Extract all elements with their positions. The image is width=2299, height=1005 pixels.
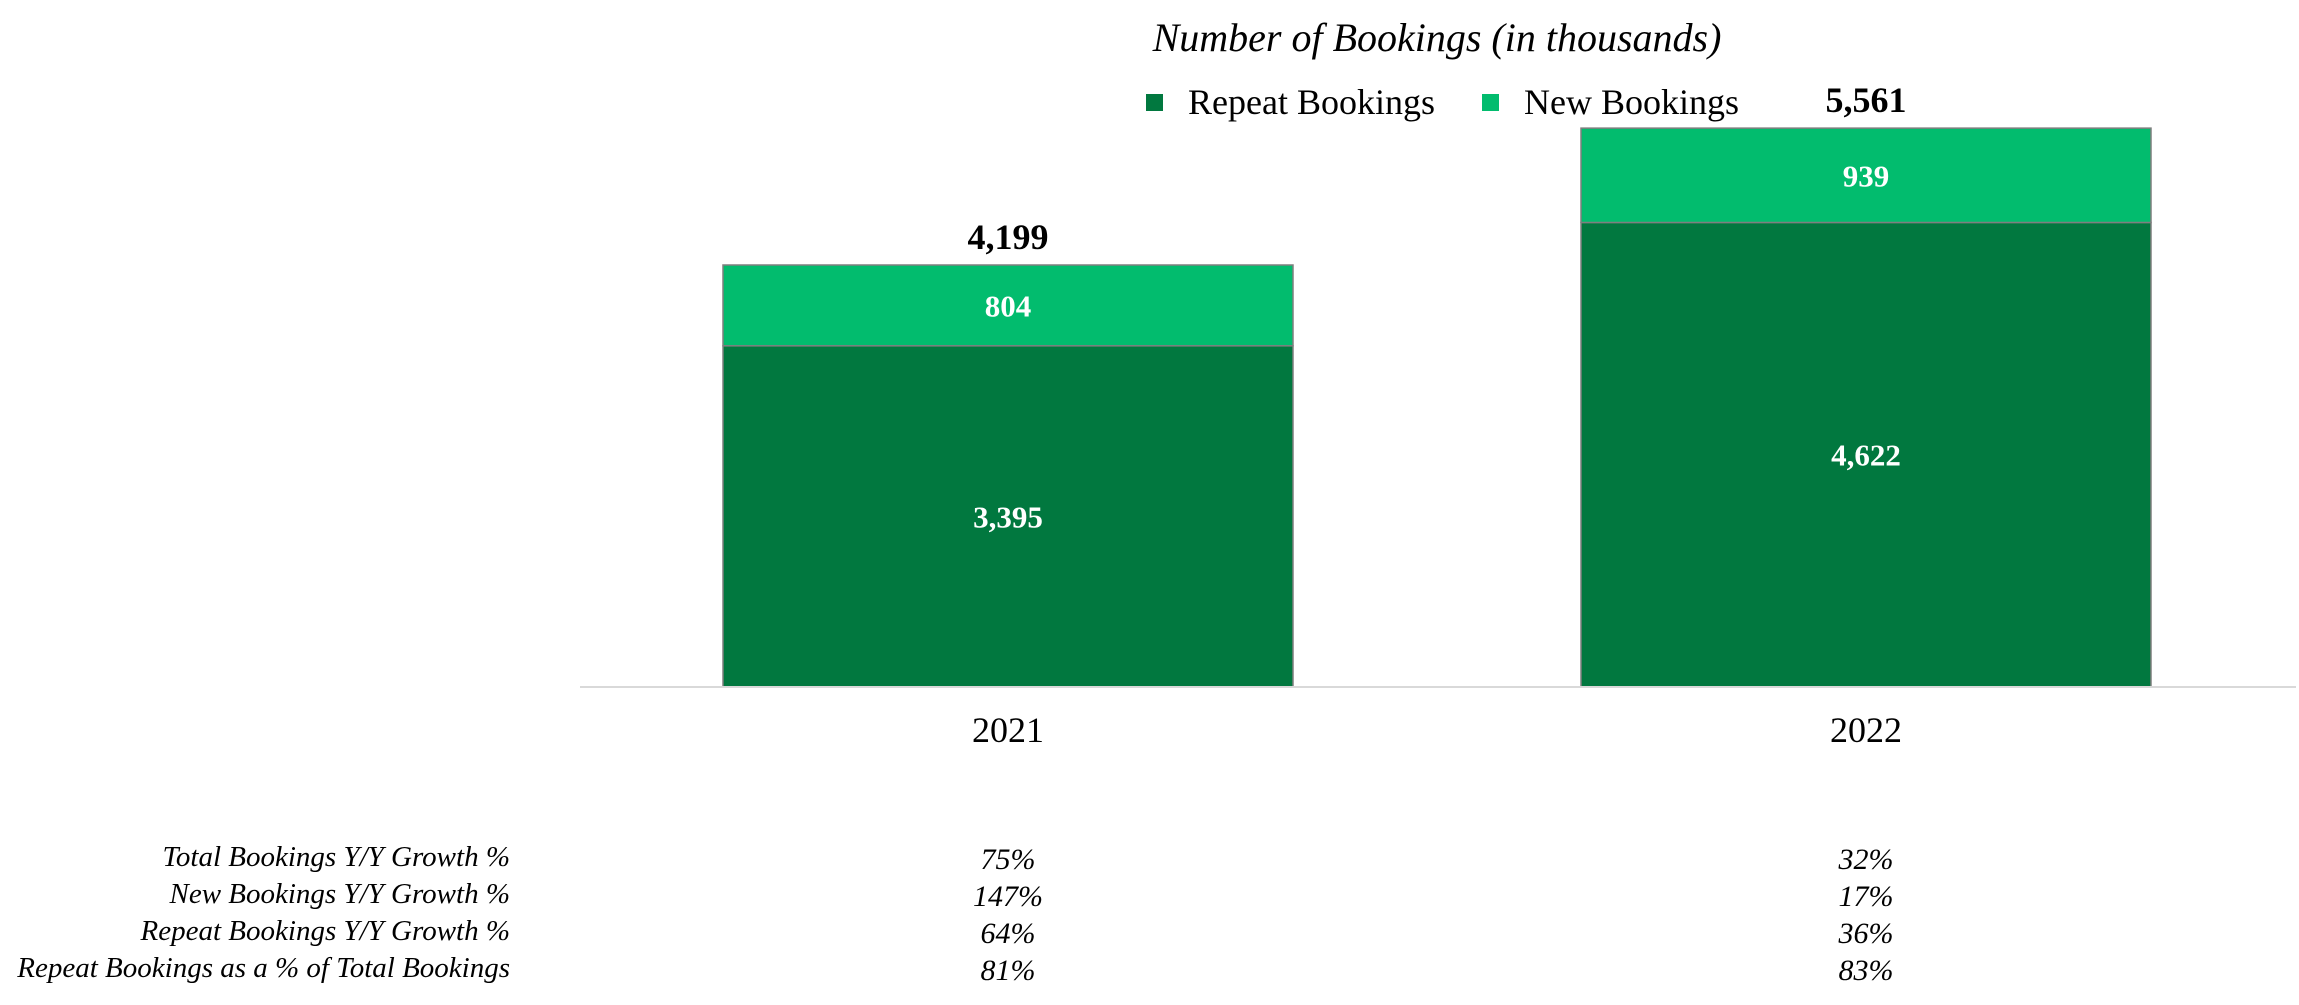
bars-group: 3,395 804 4,199 4,622 939 5,561: [722, 80, 2152, 688]
legend-swatch-new-bookings: [1482, 94, 1499, 111]
metric-row-value-2022: 32%: [1838, 843, 1894, 876]
metric-row-label: Repeat Bookings Y/Y Growth %: [140, 915, 510, 947]
metric-row-value-2021: 75%: [981, 843, 1036, 876]
metric-row-value-2022: 83%: [1839, 954, 1894, 987]
bar-new-bookings-2022: [1580, 127, 2152, 224]
metric-row-value-2021: 147%: [973, 880, 1043, 913]
metrics-table: Total Bookings Y/Y Growth % 75% 32% New Boo…: [16, 841, 1893, 987]
metric-row-value-2021: 81%: [981, 954, 1036, 987]
total-label-2022: 5,561: [1826, 80, 1907, 120]
legend-label-repeat-bookings: Repeat Bookings: [1188, 82, 1435, 122]
metric-row-label: Repeat Bookings as a % of Total Bookings: [16, 952, 510, 984]
metric-row-value-2022: 17%: [1839, 880, 1894, 913]
chart-title: Number of Bookings (in thousands): [1152, 15, 1722, 60]
bar-new-bookings-2021: [722, 264, 1294, 347]
legend-label-new-bookings: New Bookings: [1524, 82, 1739, 122]
data-label-new-bookings-2021: 804: [985, 288, 1032, 323]
bar-repeat-bookings-2021: [722, 345, 1294, 688]
total-label-2021: 4,199: [968, 217, 1049, 257]
data-label-repeat-bookings-2022: 4,622: [1831, 438, 1901, 473]
metric-row-label: Total Bookings Y/Y Growth %: [162, 841, 510, 873]
x-tick-label-2021: 2021: [972, 710, 1044, 750]
data-label-repeat-bookings-2021: 3,395: [973, 499, 1043, 534]
legend: Repeat Bookings New Bookings: [1146, 82, 1739, 122]
data-label-new-bookings-2022: 939: [1843, 158, 1890, 193]
category-labels: 2021 2022: [972, 710, 1902, 750]
metric-row-label: New Bookings Y/Y Growth %: [168, 878, 510, 910]
metric-row-value-2021: 64%: [981, 917, 1036, 950]
x-tick-label-2022: 2022: [1830, 710, 1902, 750]
metric-row-value-2022: 36%: [1838, 917, 1894, 950]
legend-swatch-repeat-bookings: [1146, 94, 1163, 111]
